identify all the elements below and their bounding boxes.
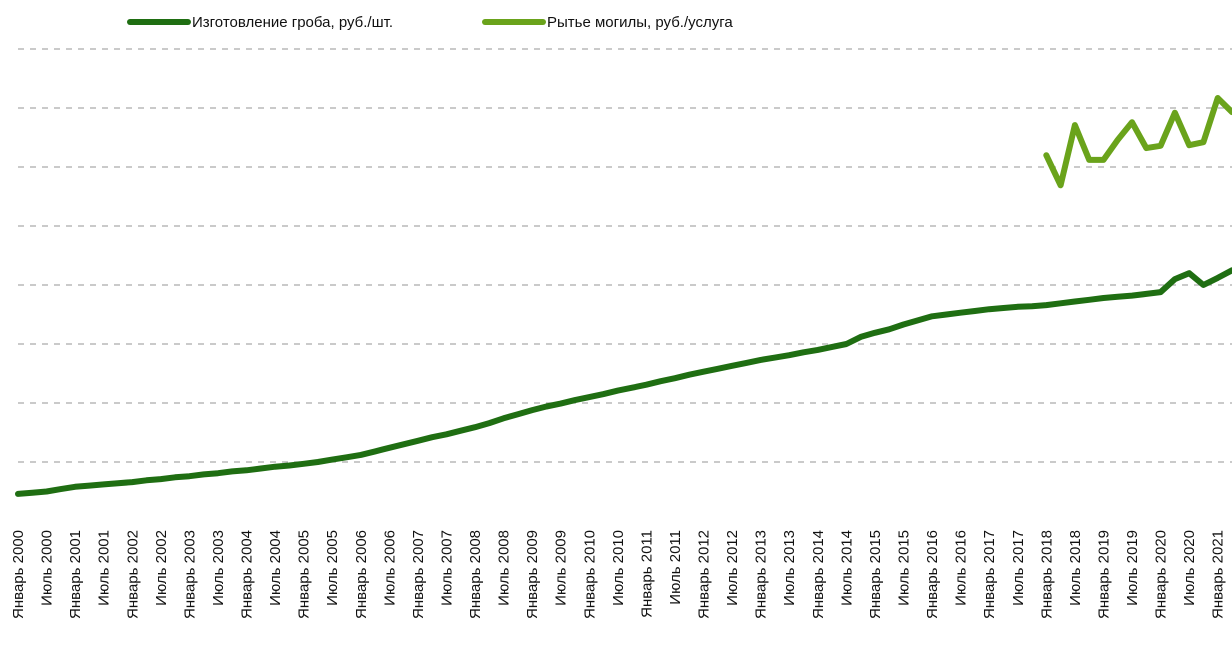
x-tick-label: Июль 2001 [96,530,113,606]
x-tick-label: Июль 2012 [724,530,741,606]
x-tick-label: Июль 2014 [838,530,855,606]
x-tick-label: Июль 2006 [381,530,398,606]
x-tick-label: Январь 2007 [410,530,427,619]
x-tick-label: Январь 2015 [867,530,884,619]
x-tick-label: Январь 2012 [696,530,713,619]
x-tick-label: Июль 2013 [781,530,798,606]
x-tick-label: Январь 2018 [1038,530,1055,619]
x-tick-label: Июль 2000 [39,530,56,606]
x-tick-label: Январь 2010 [581,530,598,619]
x-tick-label: Январь 2019 [1095,530,1112,619]
x-tick-label: Июль 2003 [210,530,227,606]
x-tick-label: Январь 2005 [296,530,313,619]
x-tick-label: Январь 2002 [124,530,141,619]
x-tick-label: Июль 2010 [610,530,627,606]
x-tick-label: Январь 2009 [524,530,541,619]
x-tick-label: Январь 2008 [467,530,484,619]
x-tick-label: Январь 2021 [1210,530,1227,619]
x-tick-label: Январь 2001 [67,530,84,619]
x-tick-label: Январь 2000 [10,530,27,619]
series-line [1043,95,1232,189]
series-line [15,267,1232,497]
x-tick-label: Июль 2019 [1124,530,1141,606]
x-tick-label: Июль 2007 [438,530,455,606]
x-tick-label: Июль 2017 [1010,530,1027,606]
x-tick-label: Январь 2016 [924,530,941,619]
x-tick-label: Июль 2018 [1067,530,1084,606]
x-tick-label: Июль 2002 [153,530,170,606]
x-tick-label: Январь 2017 [981,530,998,619]
x-tick-label: Июль 2015 [896,530,913,606]
legend-label: Рытье могилы, руб./услуга [547,14,733,31]
x-tick-label: Январь 2011 [638,530,655,618]
legend-label: Изготовление гроба, руб./шт. [192,14,393,31]
x-tick-label: Январь 2004 [239,530,256,619]
x-tick-label: Январь 2006 [353,530,370,619]
x-tick-label: Январь 2013 [753,530,770,619]
x-tick-label: Июль 2011 [667,530,684,605]
x-tick-label: Январь 2020 [1153,530,1170,619]
x-tick-label: Январь 2014 [810,530,827,619]
x-tick-label: Январь 2003 [181,530,198,619]
x-tick-label: Июль 2004 [267,530,284,606]
x-tick-label: Июль 2005 [324,530,341,606]
x-tick-label: Июль 2016 [953,530,970,606]
x-tick-label: Июль 2020 [1181,530,1198,606]
x-tick-label: Июль 2009 [553,530,570,606]
x-tick-label: Июль 2008 [496,530,513,606]
